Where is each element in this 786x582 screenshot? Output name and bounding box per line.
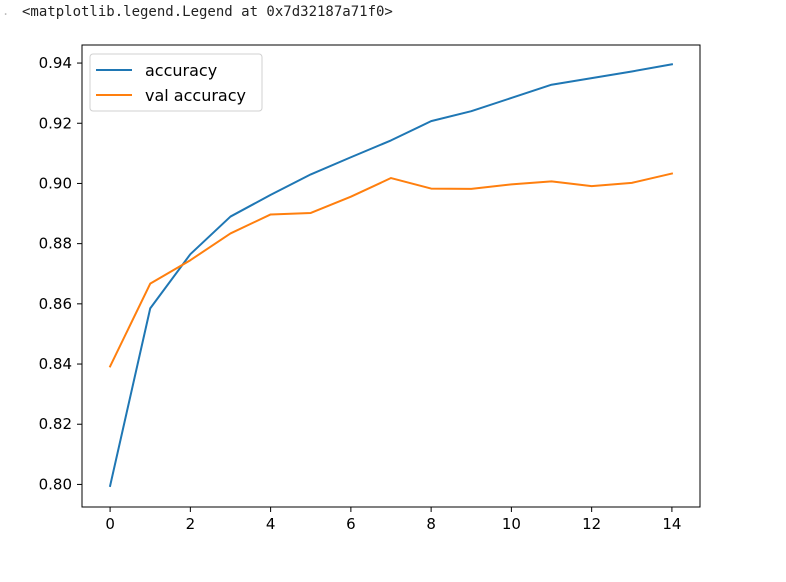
x-tick-label-3: 6 (346, 515, 356, 533)
y-tick-label-1: 0.82 (39, 415, 72, 433)
output-prompt-marker: . (2, 4, 10, 18)
x-axis-ticks: 0 2 4 6 8 10 12 14 (105, 507, 681, 533)
legend-label-0: accuracy (145, 61, 217, 80)
axes-frame (81, 44, 701, 508)
x-tick-label-0: 0 (105, 515, 115, 533)
legend-label-1: val accuracy (145, 86, 246, 105)
y-tick-label-5: 0.90 (39, 174, 72, 192)
cell-output-text: <matplotlib.legend.Legend at 0x7d32187a7… (22, 4, 393, 20)
x-tick-label-1: 2 (186, 515, 196, 533)
x-tick-label-5: 10 (502, 515, 521, 533)
y-axis-ticks: 0.80 0.82 0.84 0.86 0.88 0.90 0.92 0.94 (39, 54, 82, 493)
x-tick-label-4: 8 (426, 515, 436, 533)
x-tick-label-2: 4 (266, 515, 276, 533)
legend-box (89, 53, 263, 112)
y-tick-label-0: 0.80 (39, 475, 72, 493)
y-tick-label-7: 0.94 (39, 54, 72, 72)
x-tick-label-6: 12 (582, 515, 601, 533)
y-tick-label-4: 0.88 (39, 235, 72, 253)
series-layer (108, 63, 674, 488)
legend: accuracy val accuracy (89, 53, 263, 112)
y-tick-label-2: 0.84 (39, 355, 72, 373)
x-tick-label-7: 14 (662, 515, 681, 533)
y-tick-label-6: 0.92 (39, 114, 72, 132)
y-tick-label-3: 0.86 (39, 295, 72, 313)
series-line-1 (108, 172, 674, 368)
series-line-0 (108, 63, 674, 488)
